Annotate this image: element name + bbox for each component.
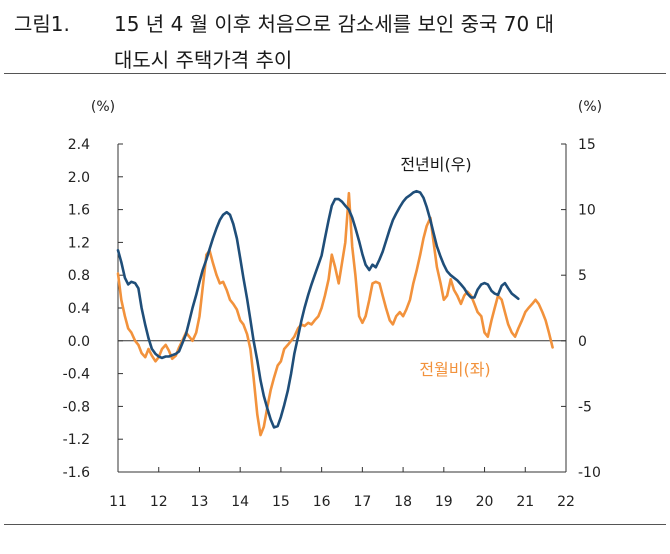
left-tick-label: -1.6 — [63, 465, 90, 481]
x-tick-label: 16 — [313, 494, 331, 510]
left-tick-label: 0.0 — [68, 334, 90, 350]
left-tick-label: 0.4 — [68, 301, 90, 317]
x-tick-label: 18 — [394, 494, 412, 510]
x-tick-label: 20 — [476, 494, 494, 510]
left-tick-label: -0.4 — [63, 367, 90, 383]
x-tick-label: 17 — [353, 494, 371, 510]
x-tick-label: 22 — [557, 494, 575, 510]
x-tick-label: 12 — [150, 494, 168, 510]
right-tick-label: 0 — [578, 334, 587, 350]
title-divider — [4, 73, 666, 74]
x-tick-label: 19 — [435, 494, 453, 510]
left-tick-label: -1.2 — [63, 432, 90, 448]
left-tick-label: 0.8 — [68, 268, 90, 284]
right-tick-label: -5 — [578, 399, 592, 415]
x-tick-label: 21 — [516, 494, 534, 510]
left-tick-label: 1.6 — [68, 203, 90, 219]
right-tick-label: 15 — [578, 137, 596, 153]
figure-title-line2: 대도시 주택가격 추이 — [114, 48, 293, 72]
figure-label: 그림1. — [14, 12, 70, 36]
x-tick-label: 13 — [191, 494, 209, 510]
series-annotation: 전년비(우) — [400, 155, 471, 174]
right-tick-label: 5 — [578, 268, 587, 284]
right-tick-label: -10 — [578, 465, 601, 481]
x-tick-label: 11 — [109, 494, 127, 510]
left-axis-unit: (%) — [91, 99, 115, 115]
left-tick-label: 1.2 — [68, 235, 90, 251]
right-tick-label: 10 — [578, 203, 596, 219]
x-tick-label: 15 — [272, 494, 290, 510]
bottom-divider — [4, 524, 666, 525]
right-axis-unit: (%) — [578, 99, 602, 115]
left-tick-label: 2.4 — [68, 137, 90, 153]
series-line-mom — [116, 191, 554, 437]
x-tick-label: 14 — [231, 494, 249, 510]
left-tick-label: -0.8 — [63, 399, 90, 415]
figure-title-line1: 15 년 4 월 이후 처음으로 감소세를 보인 중국 70 대 — [114, 12, 554, 36]
series-annotation: 전월비(좌) — [419, 360, 490, 379]
left-tick-label: 2.0 — [68, 170, 90, 186]
series-line-yoy — [116, 189, 520, 429]
